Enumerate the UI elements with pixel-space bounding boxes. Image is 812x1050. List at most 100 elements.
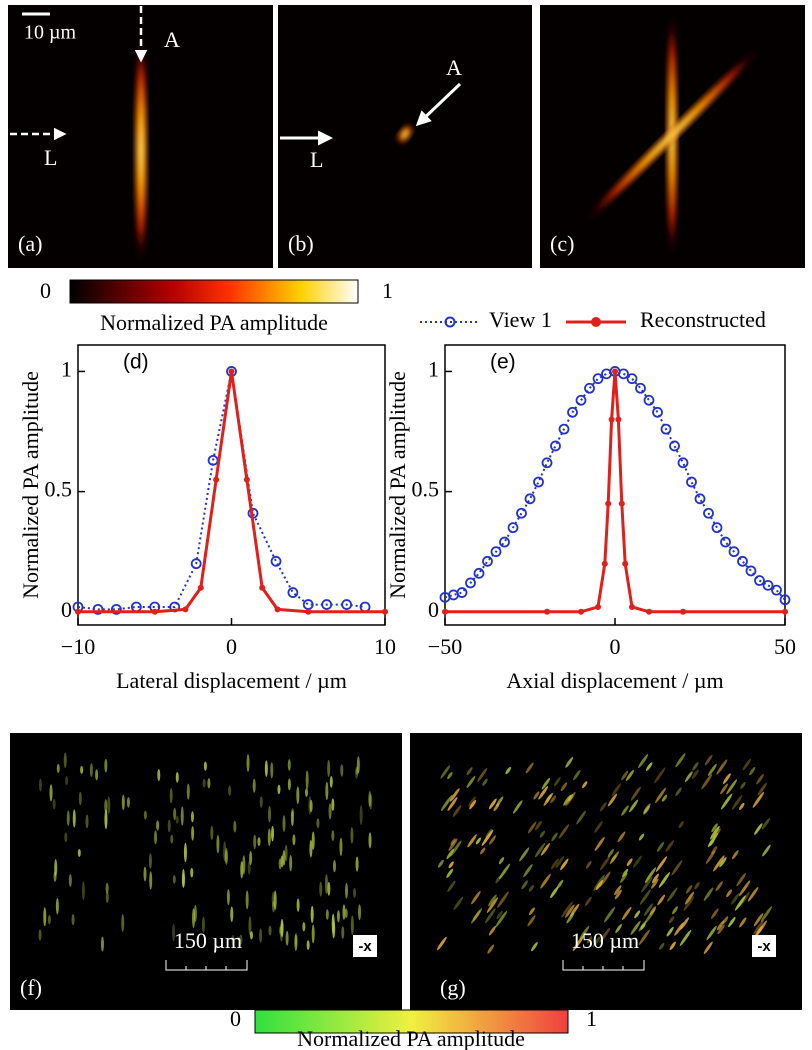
speckle xyxy=(325,909,329,920)
data-point xyxy=(110,603,122,615)
speckle xyxy=(268,925,272,936)
data-point xyxy=(745,565,757,577)
speckle xyxy=(625,769,635,781)
speckle xyxy=(466,775,476,789)
data-point xyxy=(592,373,604,385)
speckle xyxy=(170,834,174,844)
speckle xyxy=(49,784,53,802)
speckle xyxy=(565,756,574,768)
speckle xyxy=(305,788,309,797)
speckle xyxy=(264,760,268,777)
speckle xyxy=(645,762,653,772)
data-point xyxy=(341,599,353,610)
speckle xyxy=(289,855,293,872)
speckle xyxy=(489,835,497,845)
legend-marker xyxy=(591,317,601,327)
data-point xyxy=(382,608,388,615)
speckle xyxy=(63,752,67,769)
speckle xyxy=(172,875,176,884)
data-point xyxy=(578,608,584,615)
speckle xyxy=(599,802,607,812)
data-point xyxy=(558,423,570,435)
speckle xyxy=(71,914,75,926)
data-point xyxy=(533,476,544,488)
speckle xyxy=(202,778,206,788)
speckle xyxy=(760,905,773,923)
data-point xyxy=(305,608,312,615)
speckle xyxy=(523,863,533,878)
y-axis-label: Normalized PA amplitude xyxy=(385,371,410,599)
data-point xyxy=(287,587,299,598)
speckle xyxy=(586,936,593,944)
data-point xyxy=(516,507,527,519)
speckle xyxy=(593,874,605,891)
speckle xyxy=(311,831,315,850)
speckle xyxy=(257,837,261,846)
speckle xyxy=(713,855,725,872)
speckle xyxy=(482,778,488,786)
plot-frame xyxy=(77,344,386,626)
speckle xyxy=(657,894,666,906)
speckle xyxy=(55,897,59,915)
data-point xyxy=(259,584,266,591)
speckle xyxy=(341,926,345,939)
speckle xyxy=(368,832,372,849)
speckle xyxy=(711,823,718,833)
speckle xyxy=(701,774,713,790)
speckle xyxy=(355,856,359,872)
speckle xyxy=(659,942,665,950)
speckle xyxy=(556,879,564,889)
speckle xyxy=(175,771,179,783)
speckle xyxy=(272,900,276,913)
scale-label: 10 µm xyxy=(24,22,77,44)
speckle xyxy=(703,887,714,901)
speckle xyxy=(643,805,651,815)
speckle xyxy=(572,934,585,952)
arrow-label: A xyxy=(164,27,180,52)
speckle xyxy=(38,778,42,792)
speckle xyxy=(749,767,756,776)
speckle xyxy=(157,768,161,782)
colorbar-max: 1 xyxy=(586,1006,597,1031)
arrow-label: L xyxy=(44,145,57,170)
speckle xyxy=(527,915,536,927)
speckle xyxy=(634,910,641,919)
data-point xyxy=(213,476,220,483)
speckle xyxy=(498,863,511,880)
direction-box xyxy=(752,935,776,957)
speckle xyxy=(487,944,495,954)
speckle xyxy=(105,891,109,904)
speckle xyxy=(336,910,340,923)
speckle xyxy=(231,934,235,947)
image-g xyxy=(410,733,802,1010)
data-point xyxy=(473,567,485,579)
x-tick-label: 50 xyxy=(774,634,796,659)
speckle xyxy=(350,915,354,935)
data-point xyxy=(762,579,774,591)
speckle xyxy=(294,934,298,952)
speckle xyxy=(655,787,667,804)
speckle xyxy=(267,828,271,847)
speckle xyxy=(173,807,177,821)
speckle xyxy=(226,889,230,906)
speckle xyxy=(469,799,477,810)
data-point xyxy=(92,603,104,615)
speckle xyxy=(752,791,765,808)
speckle xyxy=(246,754,250,772)
speckle xyxy=(358,904,362,921)
speckle xyxy=(731,850,739,860)
x-axis-label: Lateral displacement / µm xyxy=(116,668,347,693)
speckle xyxy=(488,798,497,810)
speckle xyxy=(296,898,300,912)
speckle xyxy=(566,912,575,924)
speckle xyxy=(305,770,309,790)
data-point xyxy=(646,608,652,615)
speckle xyxy=(278,858,282,870)
speckle xyxy=(747,886,759,902)
speckle xyxy=(292,834,296,846)
speckle xyxy=(156,820,160,831)
speckle xyxy=(181,868,185,888)
speckle xyxy=(273,890,277,910)
speckle xyxy=(669,941,676,951)
speckle xyxy=(355,766,359,776)
